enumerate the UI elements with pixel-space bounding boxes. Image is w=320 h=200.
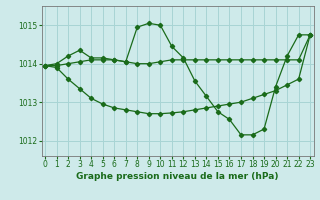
X-axis label: Graphe pression niveau de la mer (hPa): Graphe pression niveau de la mer (hPa) — [76, 172, 279, 181]
